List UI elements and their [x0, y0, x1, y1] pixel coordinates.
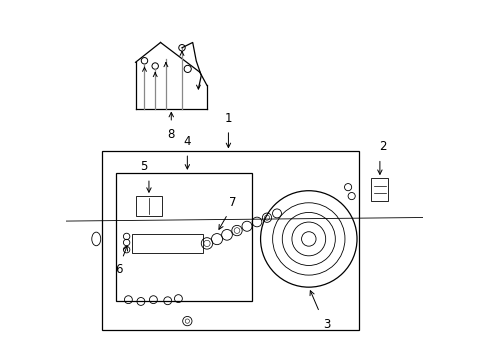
Bar — [116, 173, 251, 301]
Text: 8: 8 — [167, 128, 175, 141]
Text: 5: 5 — [140, 160, 147, 173]
Text: 1: 1 — [224, 112, 232, 125]
Text: 7: 7 — [229, 196, 236, 209]
Bar — [370, 178, 387, 202]
Bar — [135, 196, 162, 216]
Text: 3: 3 — [322, 318, 330, 330]
Text: 2: 2 — [378, 140, 386, 153]
Text: 4: 4 — [183, 135, 191, 148]
Text: 6: 6 — [115, 263, 122, 276]
Bar — [102, 152, 358, 330]
Bar — [132, 234, 203, 253]
